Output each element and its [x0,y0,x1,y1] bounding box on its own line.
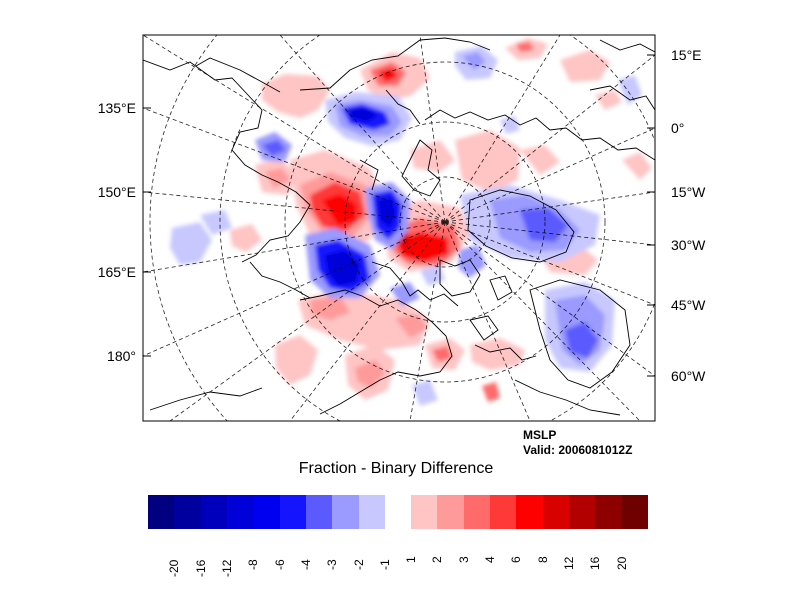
lon-label-right: 15°W [671,184,706,200]
colorbar-tick-label: 4 [483,556,498,563]
colorbar-swatch [569,495,596,529]
colorbar-tick-label: -3 [325,559,340,570]
colorbar-swatch [463,495,491,529]
colorbar-tick-label: 3 [456,556,471,563]
axis-ticks [143,54,655,377]
colorbar-swatch [384,495,412,529]
lon-label-left: 135°E [97,100,136,116]
colorbar-title: Fraction - Binary Difference [298,460,494,477]
lon-label-left: 180° [107,348,136,364]
colorbar-tick-label: 20 [614,556,629,570]
lon-label-right: 60°W [671,368,706,384]
colorbar-swatch [226,495,254,529]
colorbar-tick-label: -2 [351,559,366,570]
lon-label-right: 0° [671,120,685,136]
colorbar-swatch [516,495,544,529]
colorbar-swatch [595,495,623,529]
colorbar-swatch [411,495,438,529]
colorbar-tick-label: -4 [298,559,313,570]
colorbar-tick-label: -12 [219,559,234,577]
map-frame [142,34,656,422]
lon-label-left: 150°E [97,184,136,200]
colorbar-tick-label: 1 [404,556,419,563]
colorbar-swatch [621,495,649,529]
colorbar-tick-label: 16 [588,556,603,570]
colorbar-swatch [437,495,465,529]
lon-label-right: 45°W [671,297,706,313]
colorbar-tick-label: -20 [167,559,182,577]
lon-label-right: 30°W [671,237,706,253]
coastlines [143,37,655,416]
colorbar-swatch [174,495,202,529]
colorbar-tick-label: -8 [246,559,261,570]
colorbar-swatch [358,495,386,529]
colorbar-tick-label: 12 [562,556,577,570]
lon-label-left: 165°E [97,264,136,280]
colorbar-swatch [542,495,570,529]
colorbar-tick-label: 8 [535,556,550,563]
colorbar-tick-label: -6 [272,559,287,570]
colorbar-tick-label: -16 [193,559,208,577]
colorbar-swatch [148,495,175,529]
colorbar-swatch [332,495,360,529]
variable-label: MSLP [523,428,557,442]
colorbar-swatch [200,495,228,529]
colorbar-swatch [279,495,307,529]
colorbar-tick-label: 2 [430,556,445,563]
colorbar-swatch [253,495,281,529]
colorbar-tick-label: -1 [377,559,392,570]
colorbar-swatch [305,495,333,529]
graticule [143,35,655,421]
difference-field [170,38,652,406]
colorbar-tick-label: 6 [509,556,524,563]
valid-time-label: Valid: 2006081012Z [523,443,633,457]
lon-label-right: 15°E [671,47,702,63]
colorbar-swatch [490,495,517,529]
